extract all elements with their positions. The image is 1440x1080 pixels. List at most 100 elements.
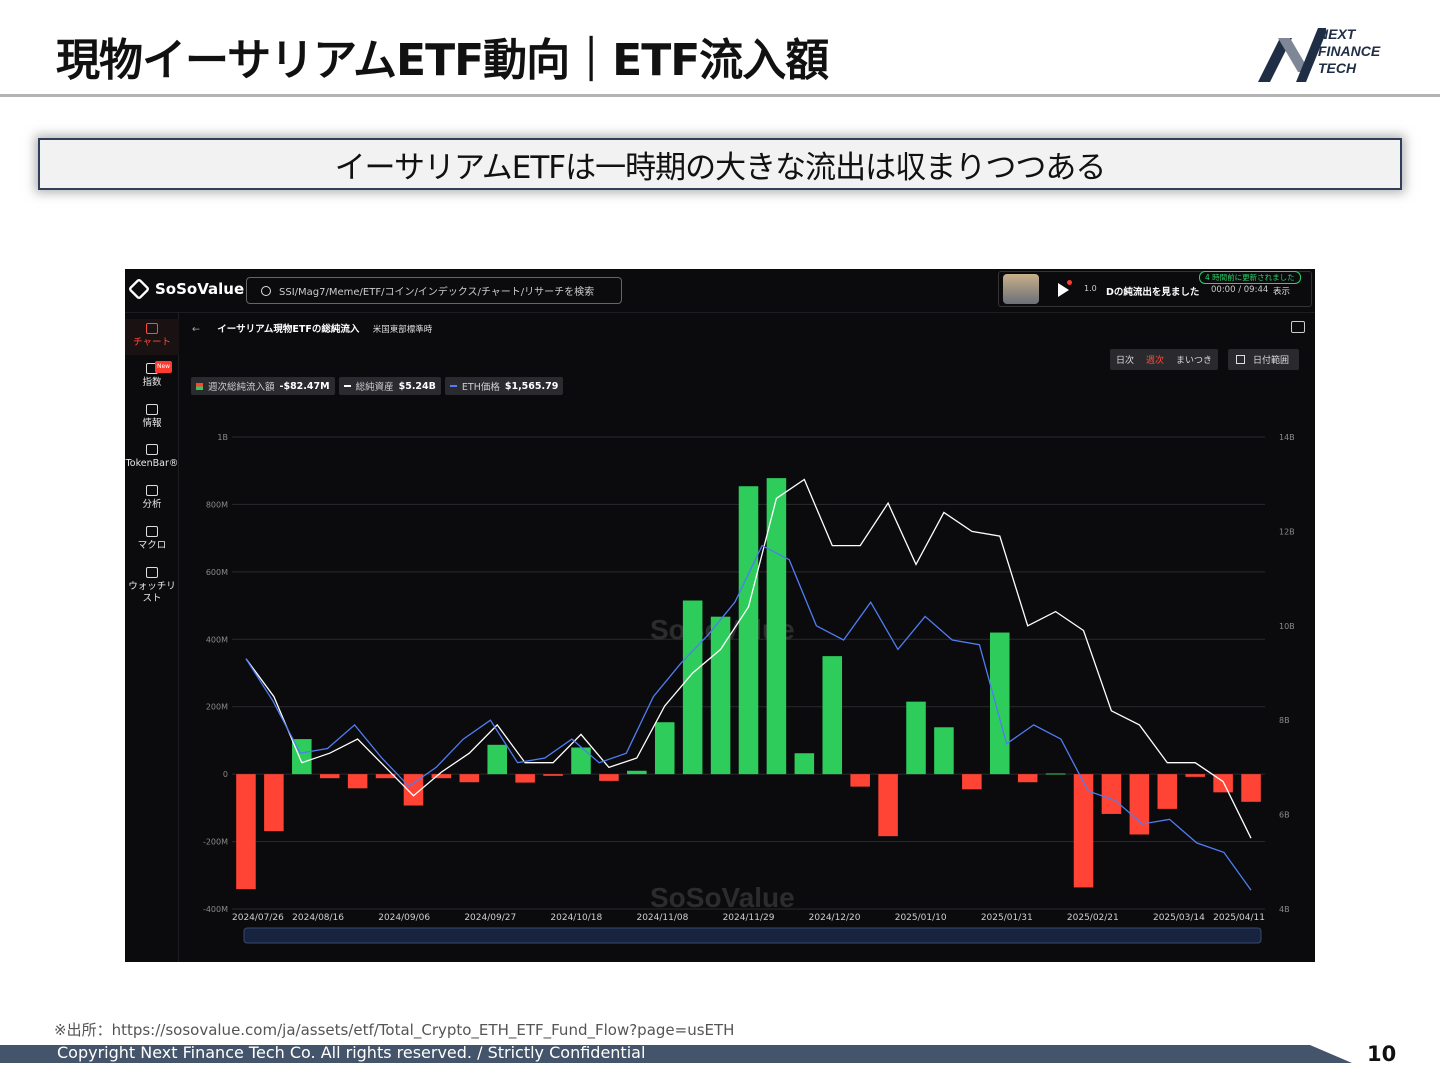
logo-line-2: FINANCE: [1318, 43, 1381, 59]
flow-bar: [543, 774, 563, 776]
legend-price-swatch: [449, 385, 457, 387]
y-left-tick-label: 400M: [206, 635, 228, 644]
flow-bar: [1045, 773, 1066, 775]
flow-bar: [431, 774, 452, 779]
embedded-screenshot: SoSoValue SSI/Mag7/Meme/ETF/コイン/インデックス/チ…: [125, 269, 1315, 962]
source-note: ※出所：https://sosovalue.com/ja/assets/etf/…: [54, 1021, 735, 1039]
flow-bar: [1073, 774, 1094, 888]
date-range-button[interactable]: 日付範囲: [1228, 349, 1300, 370]
period-switch: 日次 週次 まいつき: [1110, 349, 1219, 370]
media-title: Dの純流出を見ました: [1106, 287, 1200, 298]
company-logo: NEXT FINANCE TECH: [1256, 24, 1406, 84]
headline-box: イーサリアムETFは一時期の大きな流出は収まりつつある: [38, 138, 1402, 190]
tokenbar-icon: [146, 444, 158, 455]
y-right-tick-label: 6B: [1279, 811, 1290, 820]
flow-bar: [627, 770, 647, 775]
logo-line-3: TECH: [1318, 60, 1357, 76]
chart-header: ← イーサリアム現物ETFの総純流入 米国東部標準時: [192, 321, 432, 335]
sidebar-item-tokenbar[interactable]: TokenBar®: [125, 444, 179, 470]
chart-title: イーサリアム現物ETFの総純流入: [217, 324, 360, 335]
footer-bar: [0, 1045, 1352, 1063]
flow-bar: [1101, 774, 1122, 814]
flow-bar: [319, 774, 340, 779]
new-badge: New: [155, 361, 173, 373]
footer-copyright: Copyright Next Finance Tech Co. All righ…: [57, 1043, 646, 1062]
media-time: 00:00 / 09:44: [1211, 285, 1269, 295]
flow-bar: [236, 774, 256, 890]
flow-chart[interactable]: -400M -200M 0 200M 400M 600M 800M 1B 4B 6B 8B 10B 12…: [125, 269, 1315, 962]
y-left-tick-label: 800M: [206, 500, 228, 509]
update-notice: 4 時間前に更新されました: [1199, 271, 1301, 284]
avatar: [1003, 274, 1039, 304]
flow-bar: [264, 774, 284, 832]
flow-bar: [738, 486, 759, 775]
time-range-slider: [243, 927, 1262, 944]
legend-label: 週次総純流入額: [208, 382, 275, 393]
flow-bar: [794, 753, 815, 775]
calendar-icon: [1236, 355, 1245, 364]
sidebar-item-analysis[interactable]: 分析: [125, 485, 179, 511]
legend-label: 総純資産: [355, 382, 394, 393]
period-weekly[interactable]: 週次: [1146, 356, 1165, 366]
sidebar-item-macro[interactable]: マクロ: [125, 526, 179, 552]
sidebar-item-watchlist[interactable]: ウォッチリスト: [125, 567, 179, 605]
sidebar-label: ウォッチリスト: [128, 581, 176, 604]
net-assets-line: [245, 478, 1252, 839]
search-placeholder: SSI/Mag7/Meme/ETF/コイン/インデックス/チャート/リサーチを検…: [279, 287, 595, 298]
x-tick-label: 2025/02/21: [1067, 913, 1119, 923]
y-left-tick-label: 200M: [206, 703, 228, 712]
sidebar-label: 情報: [142, 418, 162, 429]
legend-value: $1,565.79: [504, 380, 559, 392]
flow-bar: [487, 744, 508, 775]
flow-bar: [347, 774, 368, 789]
app-topbar: SoSoValue SSI/Mag7/Meme/ETF/コイン/インデックス/チ…: [125, 269, 1315, 313]
playback-speed[interactable]: 1.0: [1084, 284, 1097, 293]
flow-bar: [1017, 774, 1038, 783]
title-divider: [0, 94, 1440, 97]
legend-value: $5.24B: [398, 380, 436, 392]
sidebar-label: TokenBar®: [125, 458, 179, 469]
flow-bar: [682, 600, 703, 775]
headline-text: イーサリアムETFは一時期の大きな流出は収まりつつある: [334, 149, 1107, 186]
logo-line-1: NEXT: [1318, 26, 1356, 42]
legend-assets-swatch: [343, 385, 351, 387]
flow-bar: [515, 774, 535, 783]
page-number: 10: [1367, 1042, 1397, 1066]
search-input[interactable]: SSI/Mag7/Meme/ETF/コイン/インデックス/チャート/リサーチを検…: [246, 277, 622, 304]
logo-mark-icon: [1258, 28, 1328, 82]
sidebar-label: チャート: [133, 337, 171, 348]
period-daily[interactable]: 日次: [1116, 356, 1135, 366]
sidebar-label: 分析: [142, 499, 162, 510]
x-tick-label: 2024/10/18: [550, 913, 602, 923]
news-icon: [146, 404, 158, 415]
sidebar-item-index[interactable]: New 指数: [125, 361, 179, 389]
media-show-button[interactable]: 表示: [1273, 287, 1291, 297]
analysis-icon: [146, 485, 158, 496]
y-left-tick-label: 600M: [206, 568, 228, 577]
sidebar-label: 指数: [142, 377, 162, 388]
live-dot-icon: [1067, 280, 1072, 285]
macro-icon: [146, 526, 158, 537]
watchlist-icon: [146, 567, 158, 578]
legend-eth-price[interactable]: ETH価格 $1,565.79: [444, 377, 564, 395]
x-tick-label: 2024/11/08: [636, 913, 688, 923]
legend-value: -$82.47M: [279, 380, 330, 392]
sidebar-label: マクロ: [137, 540, 167, 551]
flow-bar: [989, 632, 1010, 775]
app-sidebar: チャート New 指数 情報 TokenBar® 分析 マクロ ウォッチリスト: [125, 313, 179, 962]
flow-bar: [934, 727, 954, 775]
play-icon[interactable]: [1058, 283, 1069, 297]
flow-bar: [766, 478, 787, 775]
media-player[interactable]: 1.0 Dの純流出を見ました 00:00 / 09:44 表示 4 時間前に更新…: [998, 271, 1312, 307]
sidebar-item-chart[interactable]: チャート: [125, 319, 179, 355]
flow-bar: [1241, 774, 1261, 802]
x-tick-label: 2024/12/20: [809, 913, 861, 923]
app-brand[interactable]: SoSoValue: [127, 277, 244, 301]
logo-text: NEXT FINANCE TECH: [1318, 26, 1380, 77]
period-monthly[interactable]: まいつき: [1176, 356, 1213, 366]
share-icon[interactable]: [1291, 321, 1305, 333]
sidebar-item-news[interactable]: 情報: [125, 404, 179, 430]
legend-net-assets[interactable]: 総純資産 $5.24B: [338, 377, 441, 395]
legend-flow[interactable]: 週次総純流入額 -$82.47M: [191, 377, 335, 395]
back-arrow-icon[interactable]: ←: [192, 324, 200, 335]
